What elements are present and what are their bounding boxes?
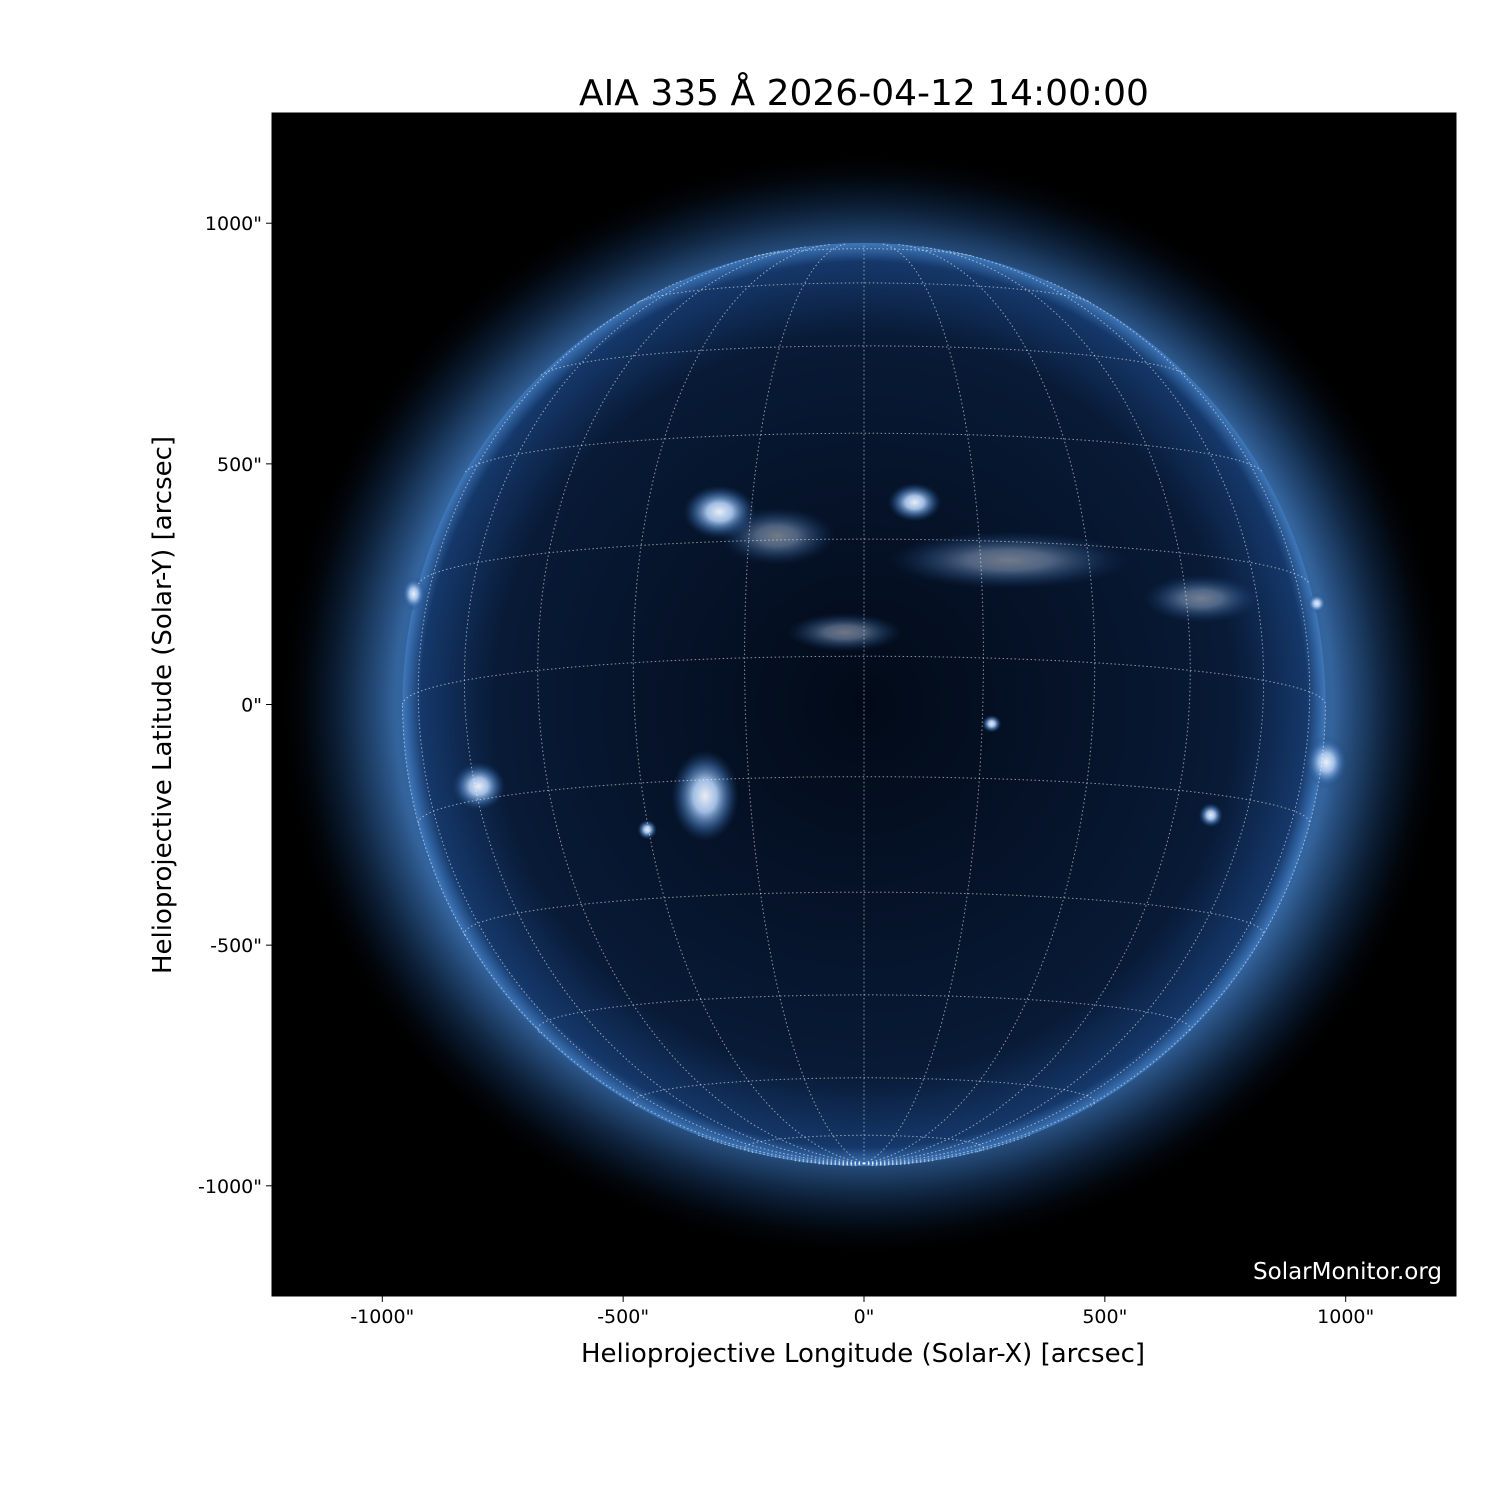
- active-region: [719, 507, 836, 565]
- y-axis-label: Helioprojective Latitude (Solar-Y) [arcs…: [148, 436, 178, 974]
- active-region: [1143, 574, 1260, 623]
- longitude-line: [863, 250, 1265, 1164]
- latitude-line: [463, 891, 1265, 936]
- latitude-line: [464, 432, 1264, 473]
- active-region: [888, 483, 942, 522]
- longitude-line: [744, 243, 865, 1164]
- longitude-line: [402, 704, 865, 1164]
- active-region: [637, 819, 657, 840]
- active-region: [452, 762, 506, 811]
- longitude-line: [537, 246, 865, 1164]
- axis-ticks: -1000" -500" 0" 500" 1000" -1000" -500" 0" 500" 1…: [198, 213, 1374, 1328]
- longitude-line: [863, 1134, 1032, 1165]
- y-tick-label: -500": [210, 935, 262, 957]
- longitude-line: [696, 1134, 865, 1165]
- latitude-line: [540, 345, 1188, 376]
- y-tick-label: 1000": [205, 213, 262, 235]
- watermark: SolarMonitor.org: [1253, 1259, 1442, 1285]
- active-region: [1307, 593, 1327, 614]
- solar-image: [272, 113, 1456, 1296]
- active-region: [982, 715, 1002, 733]
- active-region: [401, 576, 426, 611]
- active-region: [786, 613, 903, 652]
- longitude-line: [863, 243, 984, 1164]
- x-tick-label: -1000": [350, 1306, 414, 1328]
- active-region: [671, 750, 739, 842]
- active-region: [1304, 735, 1349, 789]
- longitude-line: [417, 279, 865, 1164]
- y-tick-label: 500": [217, 454, 262, 476]
- longitude-line: [863, 243, 1096, 1164]
- longitude-line: [863, 1162, 889, 1166]
- latitude-line: [632, 1077, 1096, 1107]
- x-tick-label: -500": [597, 1306, 649, 1328]
- active-regions: [401, 483, 1349, 842]
- longitude-line: [463, 250, 865, 1164]
- x-tick-label: 1000": [1317, 1306, 1374, 1328]
- y-tick-label: 0": [241, 695, 262, 717]
- x-axis-label: Helioprojective Longitude (Solar-X) [arc…: [581, 1339, 1145, 1369]
- latitude-line: [638, 282, 1090, 303]
- y-tick-label: -1000": [198, 1176, 262, 1198]
- heliographic-grid: [402, 243, 1326, 1167]
- x-tick-label: 0": [854, 1306, 875, 1328]
- active-region: [888, 531, 1130, 590]
- longitude-line: [863, 704, 1326, 1164]
- longitude-line: [863, 246, 1191, 1164]
- solar-disk: [402, 243, 1326, 1166]
- chart-title: AIA 335 Å 2026-04-12 14:00:00: [579, 71, 1149, 114]
- longitude-line: [863, 279, 1311, 1164]
- latitude-line: [417, 776, 1311, 824]
- longitude-line: [632, 243, 865, 1164]
- x-tick-label: 500": [1082, 1306, 1127, 1328]
- active-region: [1198, 803, 1223, 828]
- latitude-line: [418, 538, 1310, 585]
